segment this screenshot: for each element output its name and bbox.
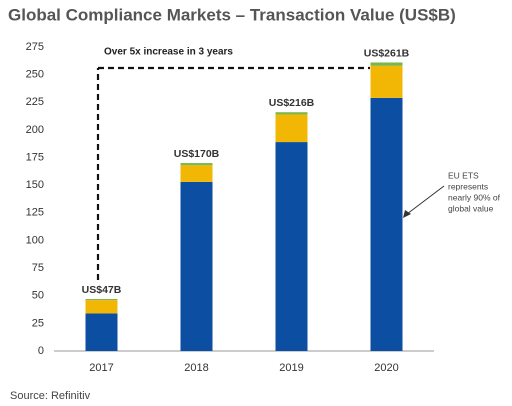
- x-tick-label: 2020: [374, 362, 398, 374]
- total-label: US$216B: [269, 97, 315, 109]
- y-tick-label: 100: [26, 234, 44, 246]
- source: Source: Refinitiv: [10, 390, 91, 402]
- y-tick-label: 275: [26, 41, 44, 53]
- y-tick-label: 175: [26, 151, 44, 163]
- bar-segment: [180, 163, 213, 166]
- x-tick-label: 2018: [184, 362, 208, 374]
- bar-segment: [370, 65, 403, 98]
- y-tick-label: 50: [32, 290, 44, 302]
- arrow: [406, 185, 445, 215]
- y-tick-label: 150: [26, 179, 44, 191]
- x-tick-label: 2017: [89, 362, 113, 374]
- bar-segment: [85, 300, 118, 314]
- total-label: US$261B: [364, 47, 410, 59]
- y-tick-label: 25: [32, 317, 44, 329]
- bar-segment: [370, 97, 403, 351]
- annotation: EU ETS: [448, 170, 479, 180]
- annotation: represents: [448, 181, 488, 191]
- chart-title: Global Compliance Markets – Transaction …: [8, 5, 456, 24]
- y-tick-label: 200: [26, 124, 44, 136]
- total-label: US$170B: [174, 148, 220, 160]
- bar-segment: [275, 112, 308, 115]
- y-tick-label: 75: [32, 262, 44, 274]
- annotation: Over 5x increase in 3 years: [104, 47, 233, 58]
- y-tick-label: 250: [26, 69, 44, 81]
- y-tick-label: 225: [26, 96, 44, 108]
- annotation: global value: [448, 203, 494, 213]
- bar-segment: [275, 142, 308, 351]
- y-tick-label: 125: [26, 207, 44, 219]
- total-label: US$47B: [82, 284, 122, 296]
- bar-segment: [180, 165, 213, 182]
- bar-segment: [85, 299, 118, 301]
- bar-segment: [85, 313, 118, 351]
- annotation: nearly 90% of: [448, 192, 501, 202]
- y-tick-label: 0: [38, 345, 44, 357]
- arrow-head: [403, 210, 411, 218]
- bar-segment: [180, 181, 213, 351]
- bar-segment: [275, 114, 308, 143]
- x-tick-label: 2019: [279, 362, 303, 374]
- bar-segment: [370, 62, 403, 66]
